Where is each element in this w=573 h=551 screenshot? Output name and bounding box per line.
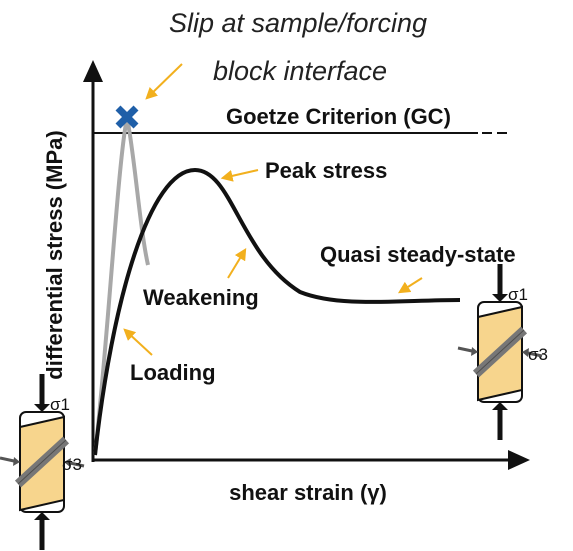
x-axis-arrow: [508, 450, 530, 470]
stress-curve: [95, 170, 460, 455]
slip-label-line2: block interface: [213, 56, 387, 86]
sigma1-left: σ1: [50, 395, 70, 414]
slip-arrow: [147, 64, 182, 98]
steady-arrow: [400, 278, 422, 292]
sample-right: σ1 σ3: [458, 264, 548, 440]
weakening-arrow: [228, 250, 245, 278]
weakening-label: Weakening: [143, 285, 259, 310]
y-axis-arrow: [83, 60, 103, 82]
y-axis-label: differential stress (MPa): [42, 130, 67, 379]
x-axis-label: shear strain (γ): [229, 480, 387, 505]
peak-arrow: [223, 170, 258, 178]
sigma3-right: σ3: [528, 345, 548, 364]
loading-label: Loading: [130, 360, 216, 385]
diagram: Slip at sample/forcing block interface G…: [0, 0, 573, 551]
sample-left: σ1 σ3: [0, 374, 84, 550]
sigma1-right: σ1: [508, 285, 528, 304]
slip-label-line1: Slip at sample/forcing: [169, 8, 427, 38]
gc-label: Goetze Criterion (GC): [226, 104, 451, 129]
steady-label: Quasi steady-state: [320, 242, 516, 267]
peak-label: Peak stress: [265, 158, 387, 183]
sigma3-left: σ3: [62, 455, 82, 474]
loading-arrow: [125, 330, 152, 355]
